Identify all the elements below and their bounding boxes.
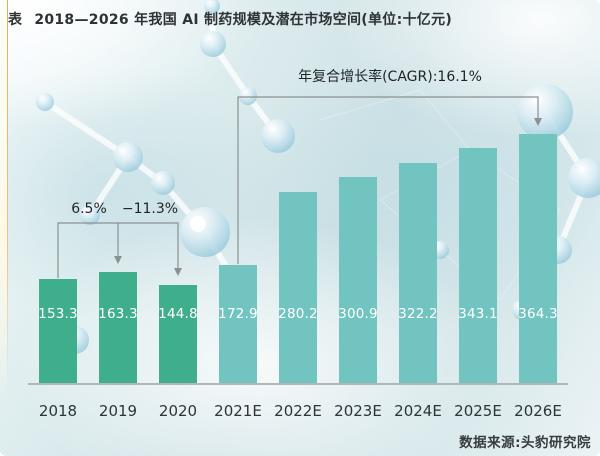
x-axis-label-2026E: 2026E — [514, 402, 562, 420]
bar-value-2021E: 172.9 — [218, 306, 258, 322]
arrow-down-icon — [534, 118, 542, 126]
data-source: 数据来源:头豹研究院 — [459, 435, 591, 451]
growth-rate-label-2020: −11.3% — [121, 201, 179, 217]
cagr-label: 年复合增长率(CAGR):16.1% — [298, 69, 482, 85]
page-edge-strip — [0, 0, 7, 456]
bar-value-2025E: 343.1 — [458, 306, 498, 322]
bar-value-2024E: 322.2 — [398, 306, 438, 322]
x-axis-label-2020: 2020 — [158, 402, 198, 420]
growth-rate-label-2019: 6.5% — [71, 201, 107, 217]
x-axis-label-2021E: 2021E — [214, 402, 262, 420]
growth-bracket-2020 — [118, 222, 179, 268]
growth-bracket-2019 — [57, 222, 119, 278]
arrow-down-icon — [114, 256, 122, 264]
bar-2026E — [519, 134, 557, 384]
bar-2021E — [219, 265, 257, 384]
x-axis-label-2022E: 2022E — [274, 402, 322, 420]
bar-value-2018: 153.3 — [38, 306, 78, 322]
chart-title-row: 表 2018—2026 年我国 AI 制药规模及潜在市场空间(单位:十亿元) — [8, 9, 452, 29]
x-axis-label-2019: 2019 — [98, 402, 138, 420]
x-axis-label-2023E: 2023E — [334, 402, 382, 420]
bar-2023E — [339, 177, 377, 384]
bar-value-2022E: 280.2 — [278, 306, 318, 322]
bar-2018 — [39, 279, 77, 384]
bar-value-2023E: 300.9 — [338, 306, 378, 322]
page-title: 2018—2026 年我国 AI 制药规模及潜在市场空间(单位:十亿元) — [34, 12, 453, 28]
table-tag: 表 — [8, 12, 23, 28]
bar-2024E — [399, 163, 437, 384]
arrow-down-icon — [174, 268, 182, 276]
page-edge-line — [7, 0, 8, 456]
bar-2020 — [159, 285, 197, 384]
bar-2025E — [459, 148, 497, 384]
x-axis-line — [28, 383, 568, 385]
bar-value-2026E: 364.3 — [518, 306, 558, 322]
x-axis-label-2024E: 2024E — [394, 402, 442, 420]
x-axis-label-2025E: 2025E — [454, 402, 502, 420]
cagr-bracket — [237, 96, 539, 264]
bar-2022E — [279, 192, 317, 384]
x-axis-label-2018: 2018 — [38, 402, 78, 420]
bar-2019 — [99, 272, 137, 384]
bar-value-2019: 163.3 — [98, 306, 138, 322]
bar-value-2020: 144.8 — [158, 306, 198, 322]
